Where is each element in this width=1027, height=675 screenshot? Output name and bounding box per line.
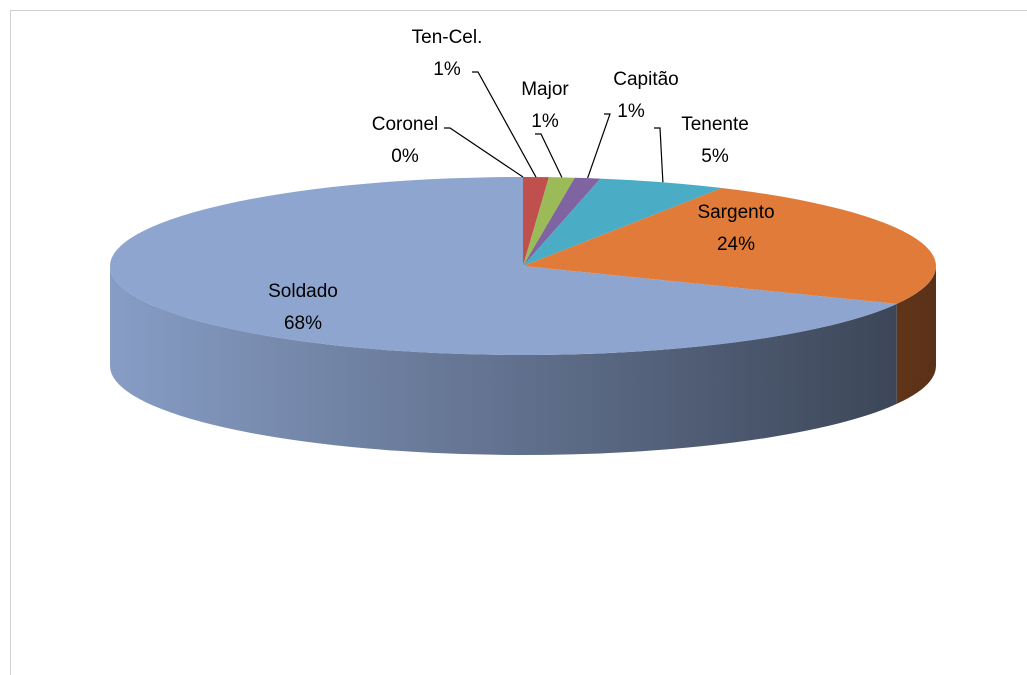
leader-line	[654, 127, 664, 183]
pie-side	[110, 266, 897, 455]
leader-line	[444, 127, 524, 178]
data-label-value: 24%	[717, 234, 755, 255]
pie-side	[896, 266, 936, 404]
data-label-value: 0%	[391, 146, 419, 167]
pie-slice	[110, 177, 897, 355]
pie-slice	[523, 177, 575, 266]
leader-line	[587, 113, 611, 179]
data-label-value: 68%	[284, 313, 322, 334]
data-label-name: Soldado	[268, 281, 338, 302]
pie-slice	[523, 177, 601, 266]
data-label-value: 1%	[433, 59, 461, 80]
leader-line	[535, 133, 563, 178]
data-label-value: 1%	[617, 101, 645, 122]
data-label-name: Coronel	[372, 114, 439, 135]
pie-slice	[523, 178, 722, 266]
pie-slice	[523, 188, 936, 304]
data-label-value: 1%	[531, 111, 559, 132]
data-label-name: Tenente	[681, 114, 749, 135]
data-label-name: Ten-Cel.	[412, 27, 483, 48]
data-label-name: Major	[521, 79, 569, 100]
data-label-name: Capitão	[613, 69, 679, 90]
chart-frame	[10, 10, 1027, 675]
pie-slice	[523, 177, 549, 266]
data-label-name: Sargento	[697, 202, 774, 223]
leader-line	[472, 71, 537, 178]
data-label-value: 5%	[701, 146, 729, 167]
